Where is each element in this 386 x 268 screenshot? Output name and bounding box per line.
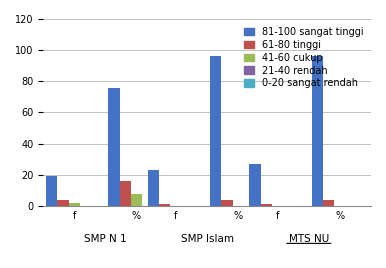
Bar	[249, 164, 261, 206]
Bar	[120, 181, 131, 206]
Text: SMP N 1: SMP N 1	[84, 234, 127, 244]
Bar	[46, 176, 58, 206]
Bar	[148, 170, 159, 206]
Bar	[159, 204, 170, 206]
Text: SMP Islam: SMP Islam	[181, 234, 234, 244]
Bar	[221, 200, 232, 206]
Bar	[261, 204, 272, 206]
Text: MTS NU: MTS NU	[289, 234, 329, 244]
Bar	[58, 200, 69, 206]
Bar	[312, 56, 323, 206]
Bar	[131, 193, 142, 206]
Bar	[108, 88, 120, 206]
Bar	[69, 203, 80, 206]
Legend: 81-100 sangat tinggi, 61-80 tinggi, 41-60 cukup, 21-40 rendah, 0-20 sangat renda: 81-100 sangat tinggi, 61-80 tinggi, 41-6…	[241, 24, 366, 91]
Bar	[210, 56, 221, 206]
Bar	[323, 200, 334, 206]
